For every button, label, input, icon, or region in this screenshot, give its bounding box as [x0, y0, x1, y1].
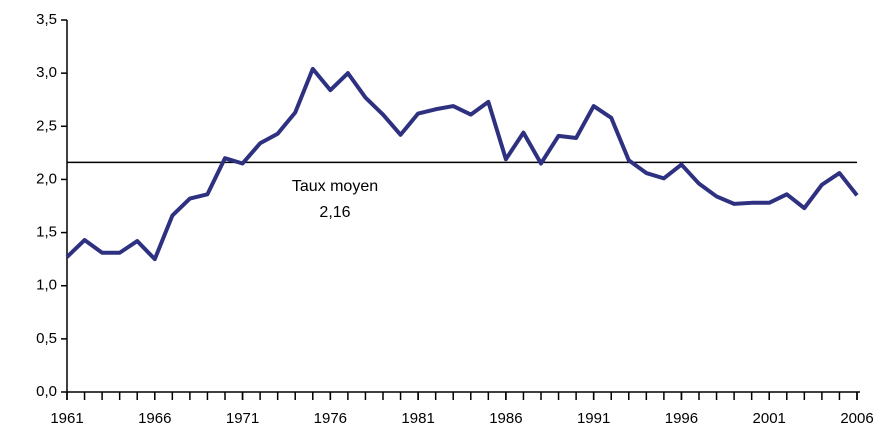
average-value-label: 2,16	[319, 204, 350, 221]
x-tick-label: 1961	[50, 410, 83, 427]
data-line	[65, 66, 859, 262]
y-tick-label: 0,0	[36, 383, 57, 400]
x-tick-label: 1996	[665, 410, 698, 427]
x-tick-label: 1966	[138, 410, 171, 427]
x-tick-label: 1986	[489, 410, 522, 427]
y-tick-label: 1,5	[36, 224, 57, 241]
y-tick-label: 1,0	[36, 277, 57, 294]
x-tick-label: 2001	[753, 410, 786, 427]
y-tick-label: 3,0	[36, 64, 57, 81]
x-tick-label: 1981	[401, 410, 434, 427]
x-tick-label: 1991	[577, 410, 610, 427]
x-tick-label: 2006	[840, 410, 873, 427]
x-tick-label: 1976	[314, 410, 347, 427]
y-tick-label: 2,0	[36, 170, 57, 187]
y-tick-label: 0,5	[36, 330, 57, 347]
x-tick-label: 1971	[226, 410, 259, 427]
y-tick-label: 2,5	[36, 117, 57, 134]
y-tick-label: 3,5	[36, 11, 57, 28]
average-label: Taux moyen	[292, 178, 378, 195]
